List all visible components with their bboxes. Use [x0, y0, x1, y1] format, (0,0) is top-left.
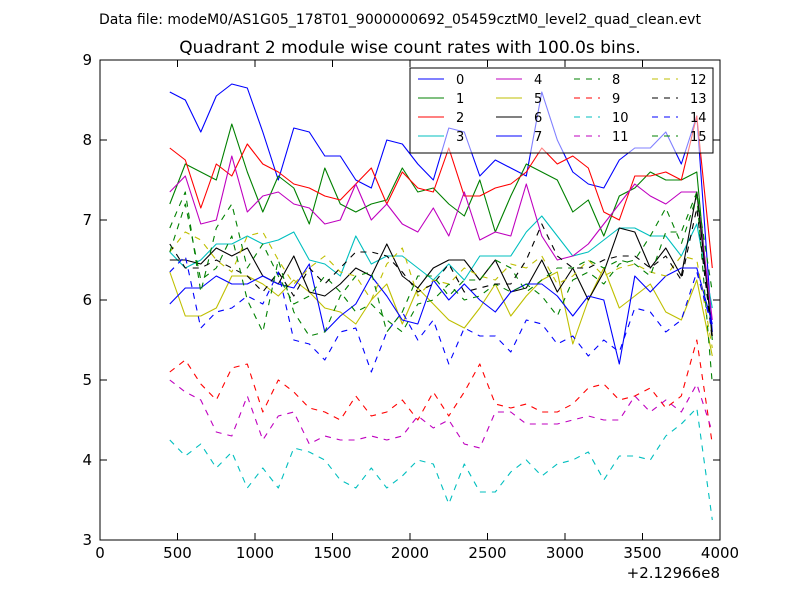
y-tick-label: 6 — [82, 291, 92, 309]
series-line-7 — [169, 263, 713, 365]
y-tick-label: 3 — [82, 531, 92, 549]
x-tick-label: 1500 — [313, 544, 351, 562]
x-tick-label: 4000 — [701, 544, 739, 562]
x-tick-label: 500 — [163, 544, 192, 562]
series-line-11 — [169, 379, 713, 449]
legend-label-7: 7 — [534, 130, 542, 145]
x-tick-label: 1000 — [236, 544, 274, 562]
series-line-6 — [169, 191, 713, 337]
x-offset-label: +2.12966e8 — [627, 564, 720, 582]
legend-label-8: 8 — [612, 73, 620, 88]
y-tick-label: 8 — [82, 131, 92, 149]
series-line-4 — [169, 155, 713, 321]
series-line-2 — [169, 115, 713, 269]
axis-ticks: 0 500 1000 1500 2000 2500 3000 3500 4000 3 4 5 6 7 8 9 — [82, 51, 739, 562]
series-line-14 — [169, 255, 713, 373]
series-line-5 — [169, 267, 713, 357]
y-tick-label: 7 — [82, 211, 92, 229]
legend-label-0: 0 — [456, 73, 464, 88]
x-tick-label: 3000 — [546, 544, 584, 562]
legend-label-6: 6 — [534, 111, 542, 126]
x-tick-label: 0 — [95, 544, 105, 562]
series-line-3 — [169, 215, 713, 309]
legend-label-2: 2 — [456, 111, 464, 126]
legend-label-5: 5 — [534, 92, 542, 107]
chart-title: Quadrant 2 module wise count rates with … — [179, 38, 640, 58]
series-line-15 — [169, 191, 713, 337]
figure-suptitle: Data file: modeM0/AS1G05_178T01_90000006… — [99, 12, 701, 28]
series-line-9 — [169, 339, 713, 445]
series-layer — [169, 83, 713, 521]
legend-label-14: 14 — [690, 111, 707, 126]
x-tick-label: 2000 — [391, 544, 429, 562]
x-tick-label: 2500 — [468, 544, 506, 562]
legend-label-11: 11 — [612, 130, 629, 145]
y-tick-label: 5 — [82, 371, 92, 389]
series-line-1 — [169, 123, 713, 341]
legend-label-12: 12 — [690, 73, 707, 88]
legend-box — [409, 67, 714, 154]
y-tick-label: 4 — [82, 451, 92, 469]
legend-label-13: 13 — [690, 92, 707, 107]
series-line-0 — [169, 83, 713, 333]
legend-label-1: 1 — [456, 92, 464, 107]
legend-label-10: 10 — [612, 111, 629, 126]
y-tick-label: 9 — [82, 51, 92, 69]
legend-label-9: 9 — [612, 92, 620, 107]
series-line-8 — [169, 191, 713, 385]
x-tick-label: 3500 — [623, 544, 661, 562]
legend-label-4: 4 — [534, 73, 542, 88]
legend-label-3: 3 — [456, 130, 464, 145]
legend-label-15: 15 — [690, 130, 707, 145]
